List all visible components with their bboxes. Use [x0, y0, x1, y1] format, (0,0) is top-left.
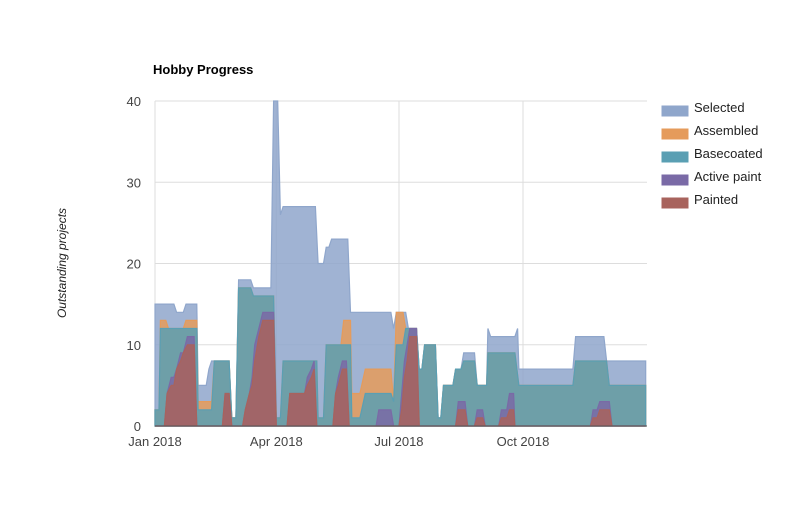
axes: 0 10 20 30 40 Jan 2018 Apr 2018 Jul 2018 Oct 201…	[127, 94, 647, 449]
legend-swatch	[661, 151, 689, 163]
legend-swatch	[661, 128, 689, 140]
x-tick-label: Jan 2018	[128, 434, 182, 449]
legend-entry: Active paint	[694, 169, 762, 184]
legend-entry: Painted	[694, 192, 738, 207]
area-series	[154, 100, 647, 427]
legend-swatch	[661, 174, 689, 186]
y-tick-label: 30	[127, 175, 141, 190]
x-tick-label: Apr 2018	[250, 434, 303, 449]
area-basecoated	[154, 287, 647, 427]
legend: Selected Assembled Basecoated Active paint P…	[661, 100, 763, 209]
y-tick-label: 0	[134, 419, 141, 434]
y-tick-label: 20	[127, 257, 141, 272]
x-tick-label: Oct 2018	[497, 434, 550, 449]
y-tick-label: 10	[127, 338, 141, 353]
legend-swatch	[661, 105, 689, 117]
legend-entry: Selected	[694, 100, 745, 115]
y-tick-label: 40	[127, 94, 141, 109]
x-tick-label: Jul 2018	[374, 434, 423, 449]
chart-title: Hobby Progress	[153, 62, 254, 77]
legend-entry: Assembled	[694, 123, 758, 138]
legend-swatch	[661, 197, 689, 209]
legend-entry: Basecoated	[694, 146, 763, 161]
